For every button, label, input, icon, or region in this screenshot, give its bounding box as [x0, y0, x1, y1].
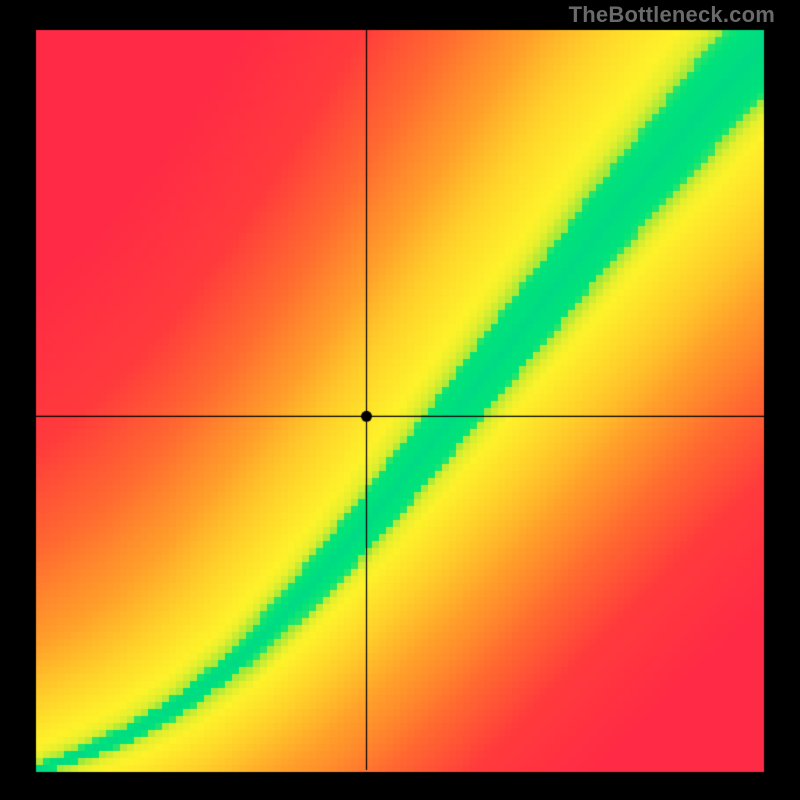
watermark-text: TheBottleneck.com: [569, 2, 775, 28]
heatmap-canvas: [0, 0, 800, 800]
chart-container: TheBottleneck.com: [0, 0, 800, 800]
